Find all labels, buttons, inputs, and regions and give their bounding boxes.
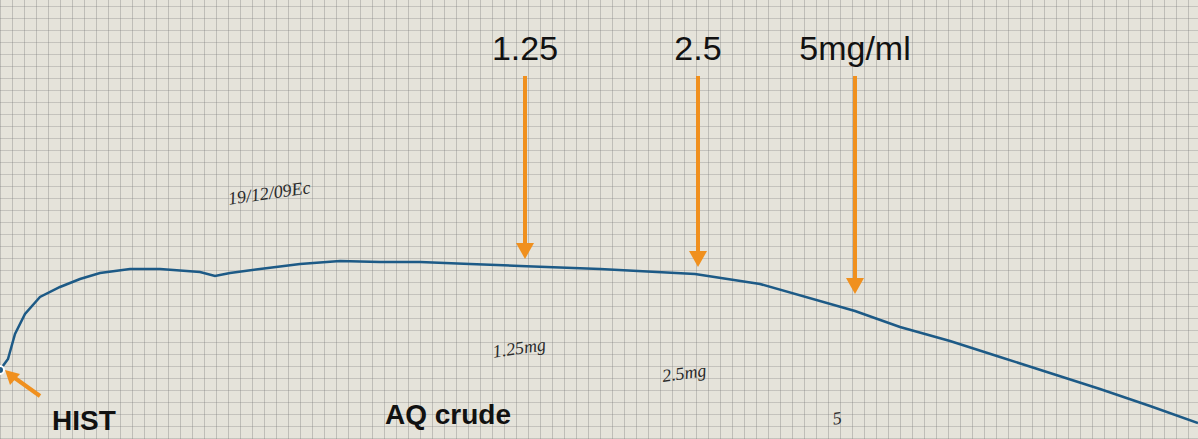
html-text:AQ crude: AQ crude (385, 399, 511, 430)
svg-text:1.25mg: 1.25mg (491, 334, 547, 361)
svg-text:2.5: 2.5 (674, 29, 721, 67)
svg-text:5mg/ml: 5mg/ml (799, 29, 910, 67)
svg-text:1.25: 1.25 (492, 29, 558, 67)
svg-text:2.5mg: 2.5mg (661, 360, 708, 386)
svg-text:HIST: HIST (52, 405, 116, 436)
svg-text:5: 5 (831, 408, 843, 429)
svg-text:19/12/09Ec: 19/12/09Ec (227, 177, 312, 208)
